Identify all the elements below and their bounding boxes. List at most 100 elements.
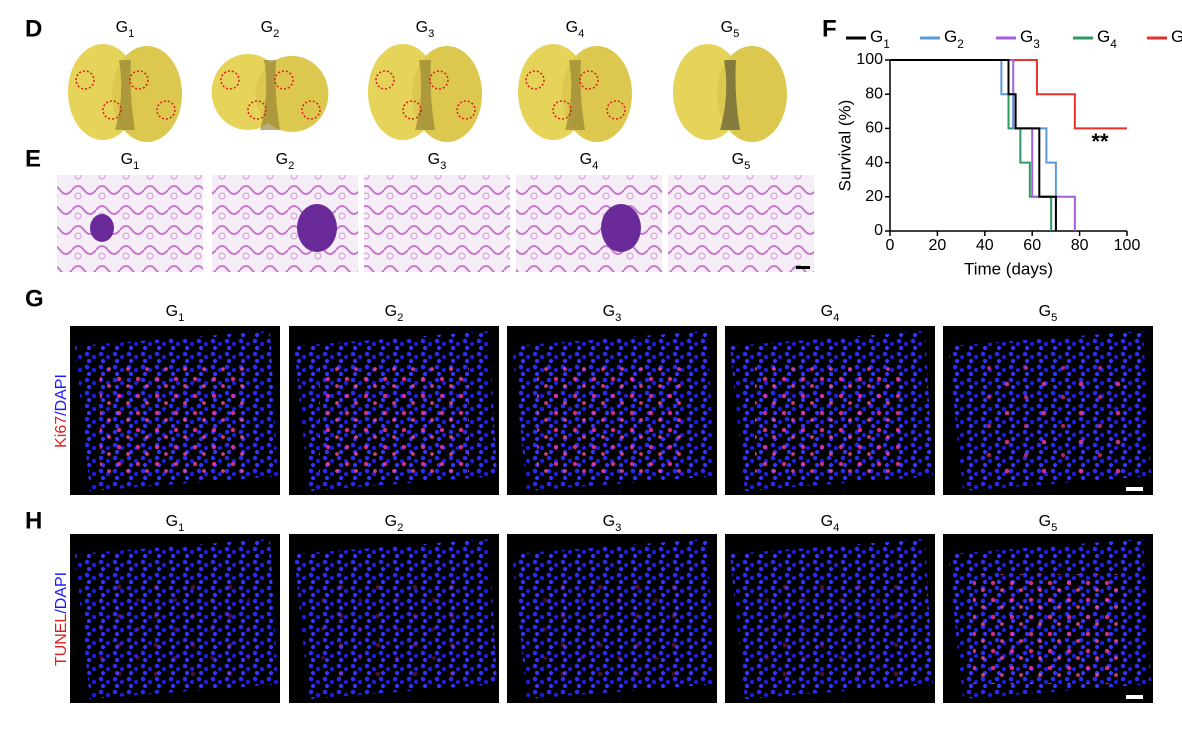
group-label: G4 xyxy=(566,19,585,40)
y-tick-label: 20 xyxy=(865,188,883,205)
positive-cells xyxy=(755,574,905,684)
group-label: G1 xyxy=(121,151,140,172)
scale-bar xyxy=(1126,487,1143,491)
group-label: G5 xyxy=(732,151,751,172)
panel-label: G xyxy=(25,285,44,312)
x-tick-label: 60 xyxy=(1023,237,1041,254)
group-label: G3 xyxy=(603,513,622,534)
positive-cells xyxy=(537,366,687,476)
lung-photo xyxy=(211,54,329,132)
lung-photo xyxy=(368,44,482,142)
y-tick-label: 60 xyxy=(865,120,883,137)
group-label: G5 xyxy=(721,19,740,40)
legend-label: G1 xyxy=(870,27,890,51)
tumor-marker xyxy=(102,100,122,120)
panel-label: F xyxy=(822,15,837,42)
positive-cells xyxy=(319,366,469,476)
positive-cells xyxy=(973,574,1123,684)
scale-bar xyxy=(1126,695,1143,699)
tumor-marker xyxy=(274,70,294,90)
scale-bar xyxy=(796,266,810,269)
x-axis-label: Time (days) xyxy=(964,259,1053,278)
tumor-marker xyxy=(606,100,626,120)
tumor-marker xyxy=(579,70,599,90)
group-label: G1 xyxy=(166,513,185,534)
tumor-nodule xyxy=(90,214,114,242)
survival-curve xyxy=(890,59,1053,231)
x-tick-label: 20 xyxy=(929,237,947,254)
panel-label: H xyxy=(25,507,42,534)
y-tick-label: 100 xyxy=(856,51,883,68)
positive-cells xyxy=(755,366,905,476)
legend-label: G4 xyxy=(1097,27,1117,51)
panel-label: E xyxy=(25,145,41,172)
positive-cells xyxy=(973,366,1123,476)
tumor-marker xyxy=(402,100,422,120)
survival-curve xyxy=(890,59,1057,231)
group-label: G2 xyxy=(385,513,404,534)
lung-photo xyxy=(68,44,182,142)
tumor-marker xyxy=(75,70,95,90)
y-tick-label: 40 xyxy=(865,154,883,171)
tumor-marker xyxy=(156,100,176,120)
lung-shadow xyxy=(720,60,740,130)
group-label: G3 xyxy=(428,151,447,172)
positive-cells xyxy=(319,574,469,684)
group-label: G2 xyxy=(276,151,295,172)
histology-image xyxy=(668,175,814,272)
tumor-nodule xyxy=(297,204,337,252)
stain-label: TUNEL/DAPI xyxy=(53,572,70,666)
positive-cells xyxy=(100,366,250,476)
annotation: ** xyxy=(1091,129,1109,154)
tumor-marker xyxy=(429,70,449,90)
tumor-marker xyxy=(247,100,267,120)
histology-image xyxy=(364,175,510,272)
panel-label: D xyxy=(25,15,42,42)
x-tick-label: 40 xyxy=(976,237,994,254)
survival-curve xyxy=(890,59,1057,231)
tumor-marker xyxy=(525,70,545,90)
group-label: G5 xyxy=(1039,303,1058,324)
stain-label: Ki67/DAPI xyxy=(53,374,70,448)
lung-photo xyxy=(518,44,632,142)
group-label: G4 xyxy=(821,513,840,534)
survival-chart: 0 20 40 60 80 100 0 20 40 60 80 100 Time (days) Survi… xyxy=(835,27,1182,278)
x-tick-label: 80 xyxy=(1071,237,1089,254)
stain-counter: /DAPI xyxy=(53,572,70,614)
positive-cells xyxy=(537,574,687,684)
group-label: G2 xyxy=(261,19,280,40)
lung-shadow xyxy=(415,60,435,130)
legend-label: G2 xyxy=(944,27,964,51)
group-label: G5 xyxy=(1039,513,1058,534)
lung-shadow xyxy=(115,60,135,130)
tumor-nodule xyxy=(601,204,641,252)
lung-photo xyxy=(673,44,787,142)
legend-label: G3 xyxy=(1020,27,1040,51)
y-axis-label: Survival (%) xyxy=(835,100,854,192)
tumor-marker xyxy=(552,100,572,120)
group-label: G4 xyxy=(821,303,840,324)
group-label: G4 xyxy=(580,151,599,172)
group-label: G2 xyxy=(385,303,404,324)
tumor-marker xyxy=(220,70,240,90)
x-tick-label: 0 xyxy=(886,237,895,254)
tumor-marker xyxy=(375,70,395,90)
tumor-marker xyxy=(456,100,476,120)
group-label: G3 xyxy=(416,19,435,40)
group-label: G1 xyxy=(166,303,185,324)
x-tick-label: 100 xyxy=(1114,237,1141,254)
y-tick-label: 0 xyxy=(874,222,883,239)
y-tick-label: 80 xyxy=(865,85,883,102)
positive-cells xyxy=(100,574,250,684)
stain-counter: /DAPI xyxy=(53,374,70,416)
lung-shadow xyxy=(565,60,585,130)
stain-marker: Ki67 xyxy=(53,416,70,448)
tumor-marker xyxy=(129,70,149,90)
group-label: G3 xyxy=(603,303,622,324)
legend-label: G5 xyxy=(1171,27,1182,51)
group-label: G1 xyxy=(116,19,135,40)
histology-image xyxy=(57,175,203,272)
